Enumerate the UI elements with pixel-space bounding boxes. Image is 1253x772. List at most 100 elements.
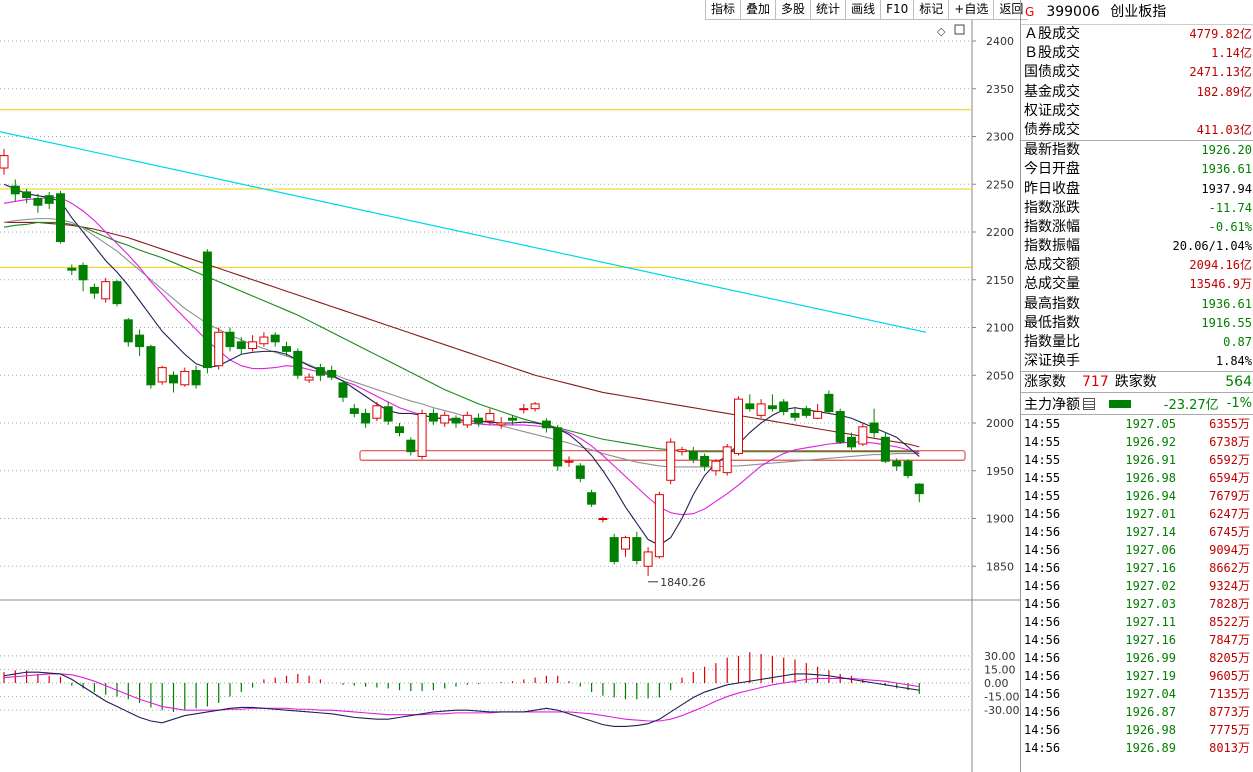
toolbar-button-6[interactable]: 标记 (913, 0, 949, 20)
index-label: 深证换手 (1024, 353, 1080, 370)
tick-volume: 7135万 (1209, 687, 1250, 702)
osc-tick-label: 15.00 (984, 663, 1016, 676)
candle-body (440, 414, 450, 424)
market-label: 基金成交 (1024, 83, 1080, 100)
index-label: 最低指数 (1024, 314, 1080, 331)
tick-price: 1926.92 (1125, 435, 1176, 450)
tick-row: 14:56 1926.99 8205万 (1021, 649, 1253, 667)
candle-body (880, 436, 890, 462)
index-label: 指数量比 (1024, 334, 1080, 350)
candle-body (598, 518, 608, 520)
candle-body (858, 426, 868, 445)
candle-body (508, 417, 517, 421)
candle-body (135, 334, 145, 348)
tick-time: 14:56 (1024, 543, 1061, 558)
tick-volume: 8205万 (1209, 651, 1250, 666)
tick-volume: 8522万 (1209, 615, 1250, 630)
mainflow-pct: -1% (1226, 396, 1252, 412)
tick-volume: 7679万 (1209, 489, 1250, 504)
toolbar-button-8[interactable]: 返回 (993, 0, 1029, 20)
osc-tick-label: -15.00 (984, 691, 1019, 704)
tick-volume: 8662万 (1209, 561, 1250, 576)
index-label: 总成交量 (1024, 276, 1080, 293)
candle-body (428, 412, 438, 422)
kline-chart[interactable]: 2400 2350 2300 2250 2200 2150 2100 2050 2000 1950… (0, 20, 1020, 772)
candle-body (496, 422, 506, 426)
ma-dark-line (3, 183, 920, 546)
up-count: 717 (1082, 374, 1109, 391)
price-tick-label: 2100 (986, 322, 1014, 335)
index-row: 昨日收盘 1937.94 (1021, 180, 1253, 199)
list-icon[interactable] (1083, 397, 1095, 410)
index-value: 13546.9万 (1189, 277, 1252, 292)
tick-time: 14:56 (1024, 723, 1061, 738)
osc-tick-label: 0.00 (984, 677, 1009, 690)
ma-darkred-line (4, 221, 920, 448)
candle-body (564, 460, 574, 463)
candle-body (214, 331, 224, 367)
toolbar-button-3[interactable]: 统计 (810, 0, 846, 20)
price-tick-label: 2200 (986, 226, 1014, 239)
dif-line (3, 671, 920, 727)
mainflow-bar (1109, 399, 1131, 408)
price-tick-label: 2300 (986, 131, 1014, 144)
tick-time: 14:56 (1024, 525, 1061, 540)
tick-list[interactable]: 14:55 1927.05 6355万 14:55 1926.92 6738万 14:55 1… (1021, 415, 1253, 757)
candle-body (530, 403, 540, 410)
tick-row: 14:55 1927.05 6355万 (1021, 415, 1253, 433)
candle-body (462, 414, 472, 426)
support-band (359, 450, 966, 461)
index-row: 指数涨幅 -0.61% (1021, 218, 1253, 237)
tick-time: 14:56 (1024, 651, 1061, 666)
candle-body (67, 267, 77, 271)
tick-time: 14:56 (1024, 561, 1061, 576)
toolbar-button-1[interactable]: 叠加 (740, 0, 776, 20)
index-row: 最高指数 1936.61 (1021, 295, 1253, 314)
tick-volume: 6594万 (1209, 471, 1250, 486)
index-value: 1937.94 (1201, 181, 1252, 196)
tick-row: 14:55 1926.94 7679万 (1021, 487, 1253, 505)
index-stats: 最新指数 1926.20 今日开盘 1936.61 昨日收盘 1937.94 指数涨跌 -11… (1021, 140, 1253, 371)
tick-row: 14:56 1927.03 7828万 (1021, 595, 1253, 613)
tick-time: 14:56 (1024, 633, 1061, 648)
toolbar-button-0[interactable]: 指标 (705, 0, 741, 20)
osc-tick-label: 30.00 (984, 650, 1016, 663)
index-value: 0.87 (1223, 335, 1252, 349)
candle-body (688, 451, 698, 460)
toolbar-button-5[interactable]: F10 (880, 0, 914, 20)
tick-time: 14:55 (1024, 453, 1061, 468)
tick-volume: 7775万 (1209, 723, 1250, 738)
tick-price: 1926.94 (1125, 489, 1176, 504)
tick-price: 1927.16 (1125, 633, 1176, 648)
index-value: 1936.61 (1201, 162, 1252, 177)
tick-row: 14:56 1927.14 6745万 (1021, 523, 1253, 541)
toolbar-button-2[interactable]: 多股 (775, 0, 811, 20)
tick-price: 1927.05 (1125, 417, 1176, 432)
tick-time: 14:55 (1024, 471, 1061, 486)
candle-body (282, 346, 291, 352)
tick-row: 14:56 1927.16 7847万 (1021, 631, 1253, 649)
market-value: 4779.82亿 (1189, 27, 1252, 41)
index-value: 2094.16亿 (1189, 258, 1252, 273)
toolbar-button-7[interactable]: +自选 (948, 0, 994, 20)
candle-body (101, 281, 111, 300)
candle-body (835, 411, 845, 443)
candle-body (169, 374, 178, 384)
candle-body (541, 420, 551, 429)
candle-body (383, 406, 393, 422)
candle-body (632, 537, 642, 562)
tick-price: 1927.06 (1125, 543, 1176, 558)
tick-row: 14:56 1927.16 8662万 (1021, 559, 1253, 577)
toolbar-button-4[interactable]: 画线 (845, 0, 881, 20)
index-value: 1926.20 (1201, 143, 1252, 158)
tick-time: 14:56 (1024, 597, 1061, 612)
tick-row: 14:56 1927.04 7135万 (1021, 685, 1253, 703)
candle-body (654, 494, 664, 558)
index-value: 1.84% (1215, 354, 1252, 369)
market-label: 债券成交 (1024, 121, 1080, 138)
index-label: 指数涨幅 (1024, 218, 1080, 235)
tick-row: 14:56 1926.87 8773万 (1021, 703, 1253, 721)
candle-body (0, 155, 9, 169)
candle-body (485, 412, 495, 422)
tick-time: 14:56 (1024, 615, 1061, 630)
